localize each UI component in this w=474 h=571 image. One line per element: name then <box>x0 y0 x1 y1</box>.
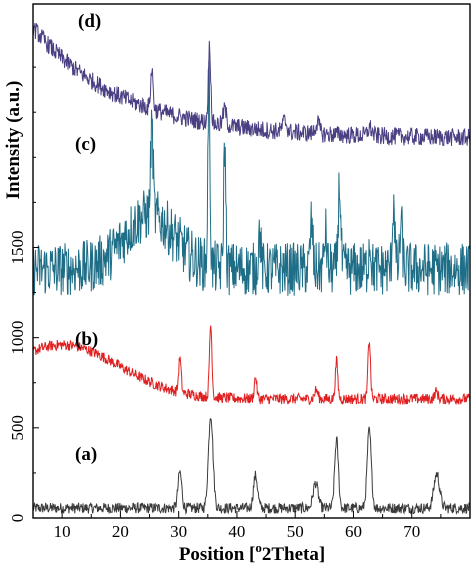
series-label: (b) <box>75 329 98 350</box>
series-label: (d) <box>78 11 101 32</box>
series-label: (a) <box>75 444 97 465</box>
y-tick-label: 500 <box>8 415 27 441</box>
x-axis-title-sup: o <box>255 540 262 555</box>
y-tick-label: 1000 <box>8 321 27 355</box>
x-axis-title: Position [o2Theta] <box>179 540 325 565</box>
series-label: (c) <box>75 134 96 155</box>
x-tick-label: 50 <box>287 522 304 541</box>
plot-frame <box>32 3 471 519</box>
y-axis-title: Intensity (a.u.) <box>3 81 24 200</box>
y-tick-label: 1500 <box>8 230 27 264</box>
x-tick-label: 30 <box>170 522 187 541</box>
x-axis-ticks: 10 20 30 40 50 60 70 <box>32 511 471 541</box>
y-tick-label: 0 <box>8 514 27 523</box>
x-tick-label: 20 <box>112 522 129 541</box>
x-tick-label: 70 <box>403 522 420 541</box>
x-tick-label: 40 <box>228 522 245 541</box>
x-tick-label: 60 <box>345 522 362 541</box>
series-line <box>32 59 471 296</box>
series-line <box>32 325 471 406</box>
x-axis-title-pre: Position [ <box>179 544 256 565</box>
series-line <box>32 417 471 516</box>
plot-lines <box>32 22 471 516</box>
series-labels: (a) (b) (c) (d) <box>75 11 101 465</box>
x-tick-label: 10 <box>54 522 71 541</box>
y-axis-ticks: 0 500 1000 1500 <box>8 66 39 523</box>
x-axis-title-post: 2Theta] <box>262 544 325 565</box>
series-line <box>32 22 471 147</box>
